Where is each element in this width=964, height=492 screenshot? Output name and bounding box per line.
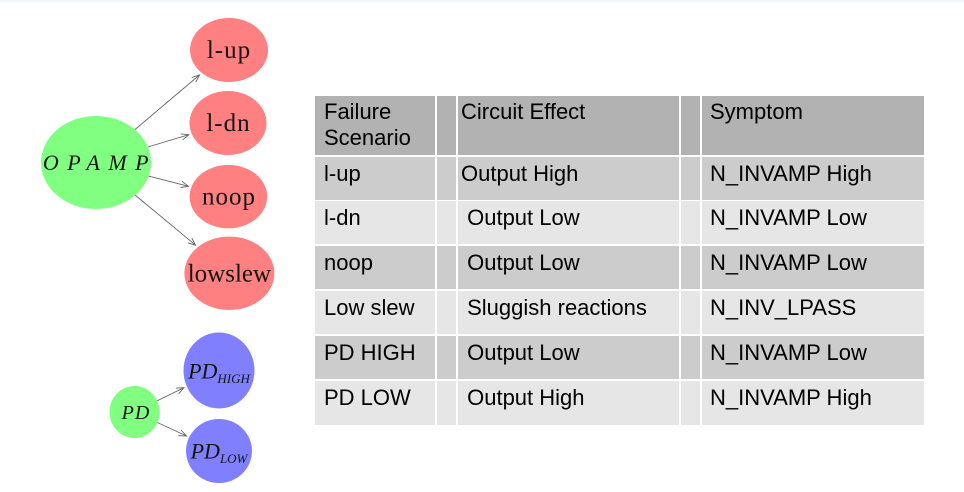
svg-text:noop: noop: [202, 184, 256, 211]
svg-text:PD: PD: [121, 402, 151, 424]
svg-text:OPAMP: OPAMP: [43, 150, 157, 175]
svg-text:lowslew: lowslew: [188, 260, 271, 287]
svg-text:l-up: l-up: [207, 37, 251, 64]
svg-text:l-dn: l-dn: [206, 110, 250, 137]
